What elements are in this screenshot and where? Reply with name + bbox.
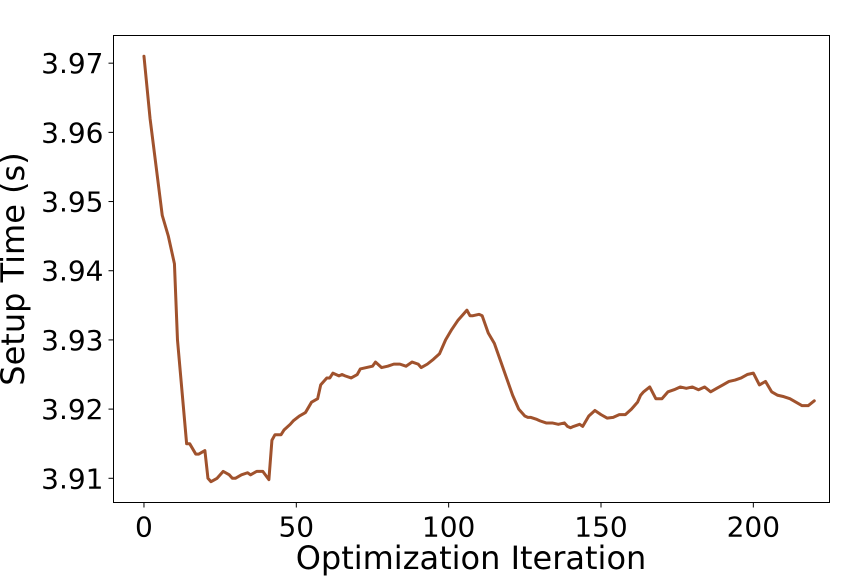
x-tick-label: 200 <box>727 511 780 544</box>
y-tick-label: 3.92 <box>41 393 103 426</box>
x-tick-label: 50 <box>278 511 314 544</box>
y-tick-label: 3.95 <box>41 186 103 219</box>
series-line-0 <box>142 54 816 484</box>
x-axis-ticks: 0 50 100 150 200 <box>135 502 780 544</box>
x-tick-label: 100 <box>422 511 475 544</box>
y-tick-label: 3.94 <box>41 255 103 288</box>
y-axis-label: Setup Time (s) <box>0 152 32 385</box>
y-tick-label: 3.91 <box>41 462 103 495</box>
y-tick-label: 3.97 <box>41 47 103 80</box>
y-axis-ticks: 3.91 3.92 3.93 3.94 3.95 3.96 3.97 <box>41 47 114 495</box>
y-tick-label: 3.93 <box>41 324 103 357</box>
x-axis-label: Optimization Iteration <box>296 539 647 576</box>
y-tick-label: 3.96 <box>41 116 103 149</box>
plot-frame <box>113 35 830 503</box>
plot-area <box>142 54 816 484</box>
x-tick-label: 0 <box>135 511 153 544</box>
x-tick-label: 150 <box>574 511 627 544</box>
